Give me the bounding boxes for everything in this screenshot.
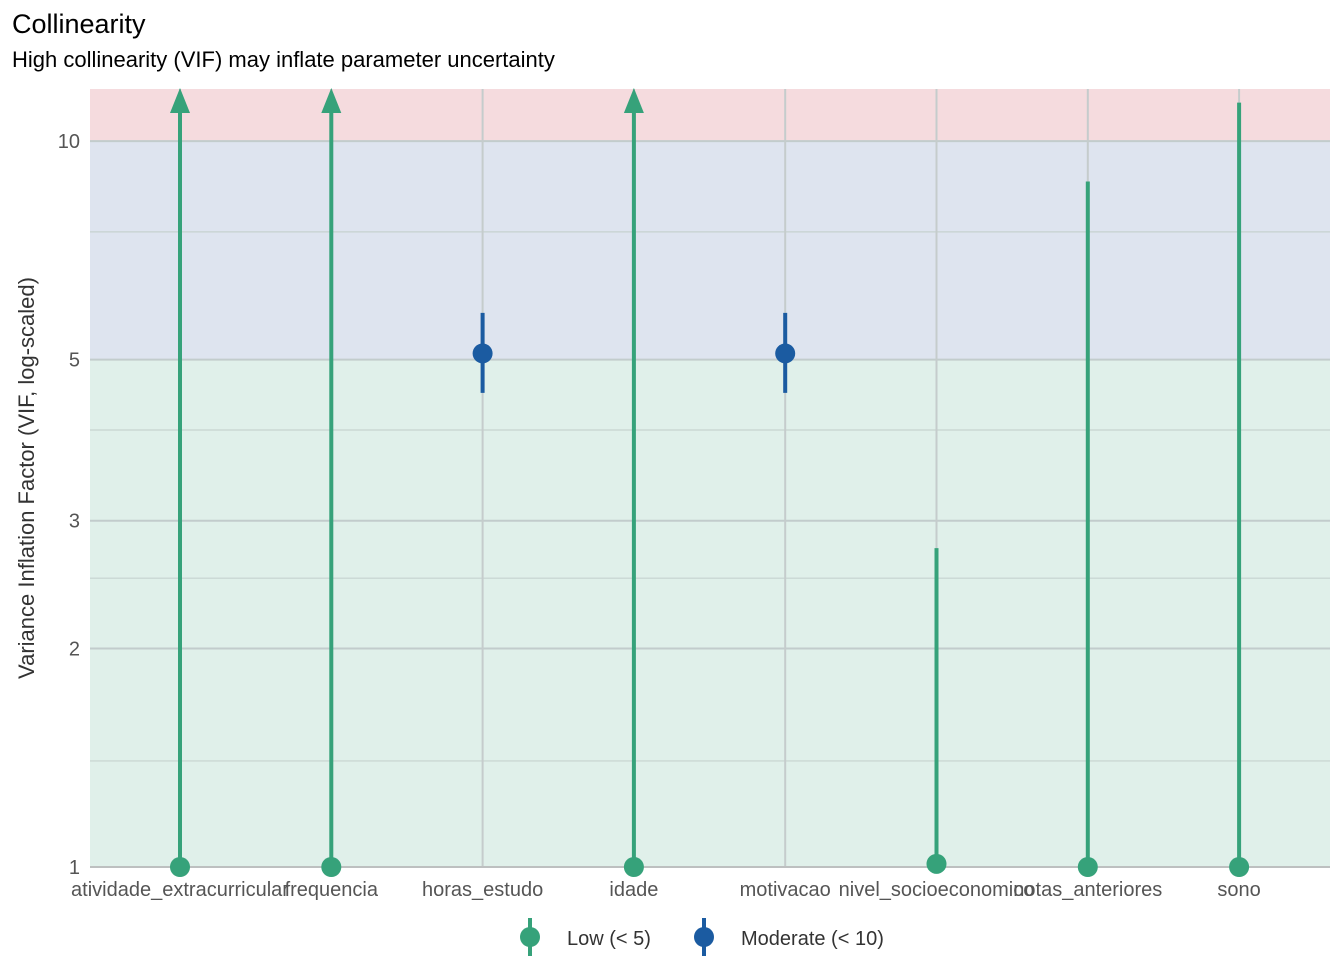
data-marks: [170, 88, 1250, 877]
x-tick-label-3: idade: [609, 879, 658, 901]
y-axis-label: Variance Inflation Factor (VIF, log-scal…: [14, 277, 39, 679]
legend-key-dot-0: [520, 927, 540, 947]
y-tick-label-4: 10: [58, 131, 80, 153]
y-tick-labels: 1 2 3 5 10: [58, 131, 80, 879]
chart-title: Collinearity: [12, 9, 146, 39]
y-tick-label-0: 1: [69, 857, 80, 879]
point-notas_anteriores: [1077, 857, 1098, 877]
ci-arrow-atividade_extracurricular: [170, 88, 190, 113]
ci-arrow-idade: [623, 88, 644, 113]
x-tick-label-0: atividade_extracurricular: [71, 879, 289, 901]
point-nivel_socioeconomico: [926, 853, 947, 874]
point-sono: [1229, 857, 1250, 877]
legend-label-0: Low (< 5): [567, 928, 651, 950]
x-tick-label-6: notas_anteriores: [1013, 879, 1162, 901]
x-tick-label-1: frequencia: [285, 879, 379, 901]
y-tick-label-3: 5: [69, 350, 80, 372]
y-tick-label-1: 2: [69, 639, 80, 661]
x-tick-label-7: sono: [1217, 879, 1260, 901]
band-2: [90, 89, 1330, 142]
band-1: [90, 141, 1330, 360]
legend: Low (< 5) Moderate (< 10): [520, 918, 884, 956]
x-tick-label-5: nivel_socioeconomico: [839, 879, 1035, 901]
x-tick-label-2: horas_estudo: [422, 879, 543, 901]
chart-subtitle: High collinearity (VIF) may inflate para…: [12, 47, 555, 72]
legend-key-dot-1: [694, 927, 714, 947]
point-motivacao: [775, 343, 796, 364]
risk-bands: [90, 89, 1330, 867]
point-frequencia: [321, 857, 342, 877]
ci-arrow-frequencia: [321, 88, 342, 113]
y-tick-label-2: 3: [69, 511, 80, 533]
point-atividade_extracurricular: [170, 857, 190, 877]
legend-label-1: Moderate (< 10): [741, 928, 884, 950]
point-idade: [623, 857, 644, 877]
point-horas_estudo: [472, 343, 493, 364]
band-0: [90, 359, 1330, 867]
x-tick-label-4: motivacao: [740, 879, 831, 901]
